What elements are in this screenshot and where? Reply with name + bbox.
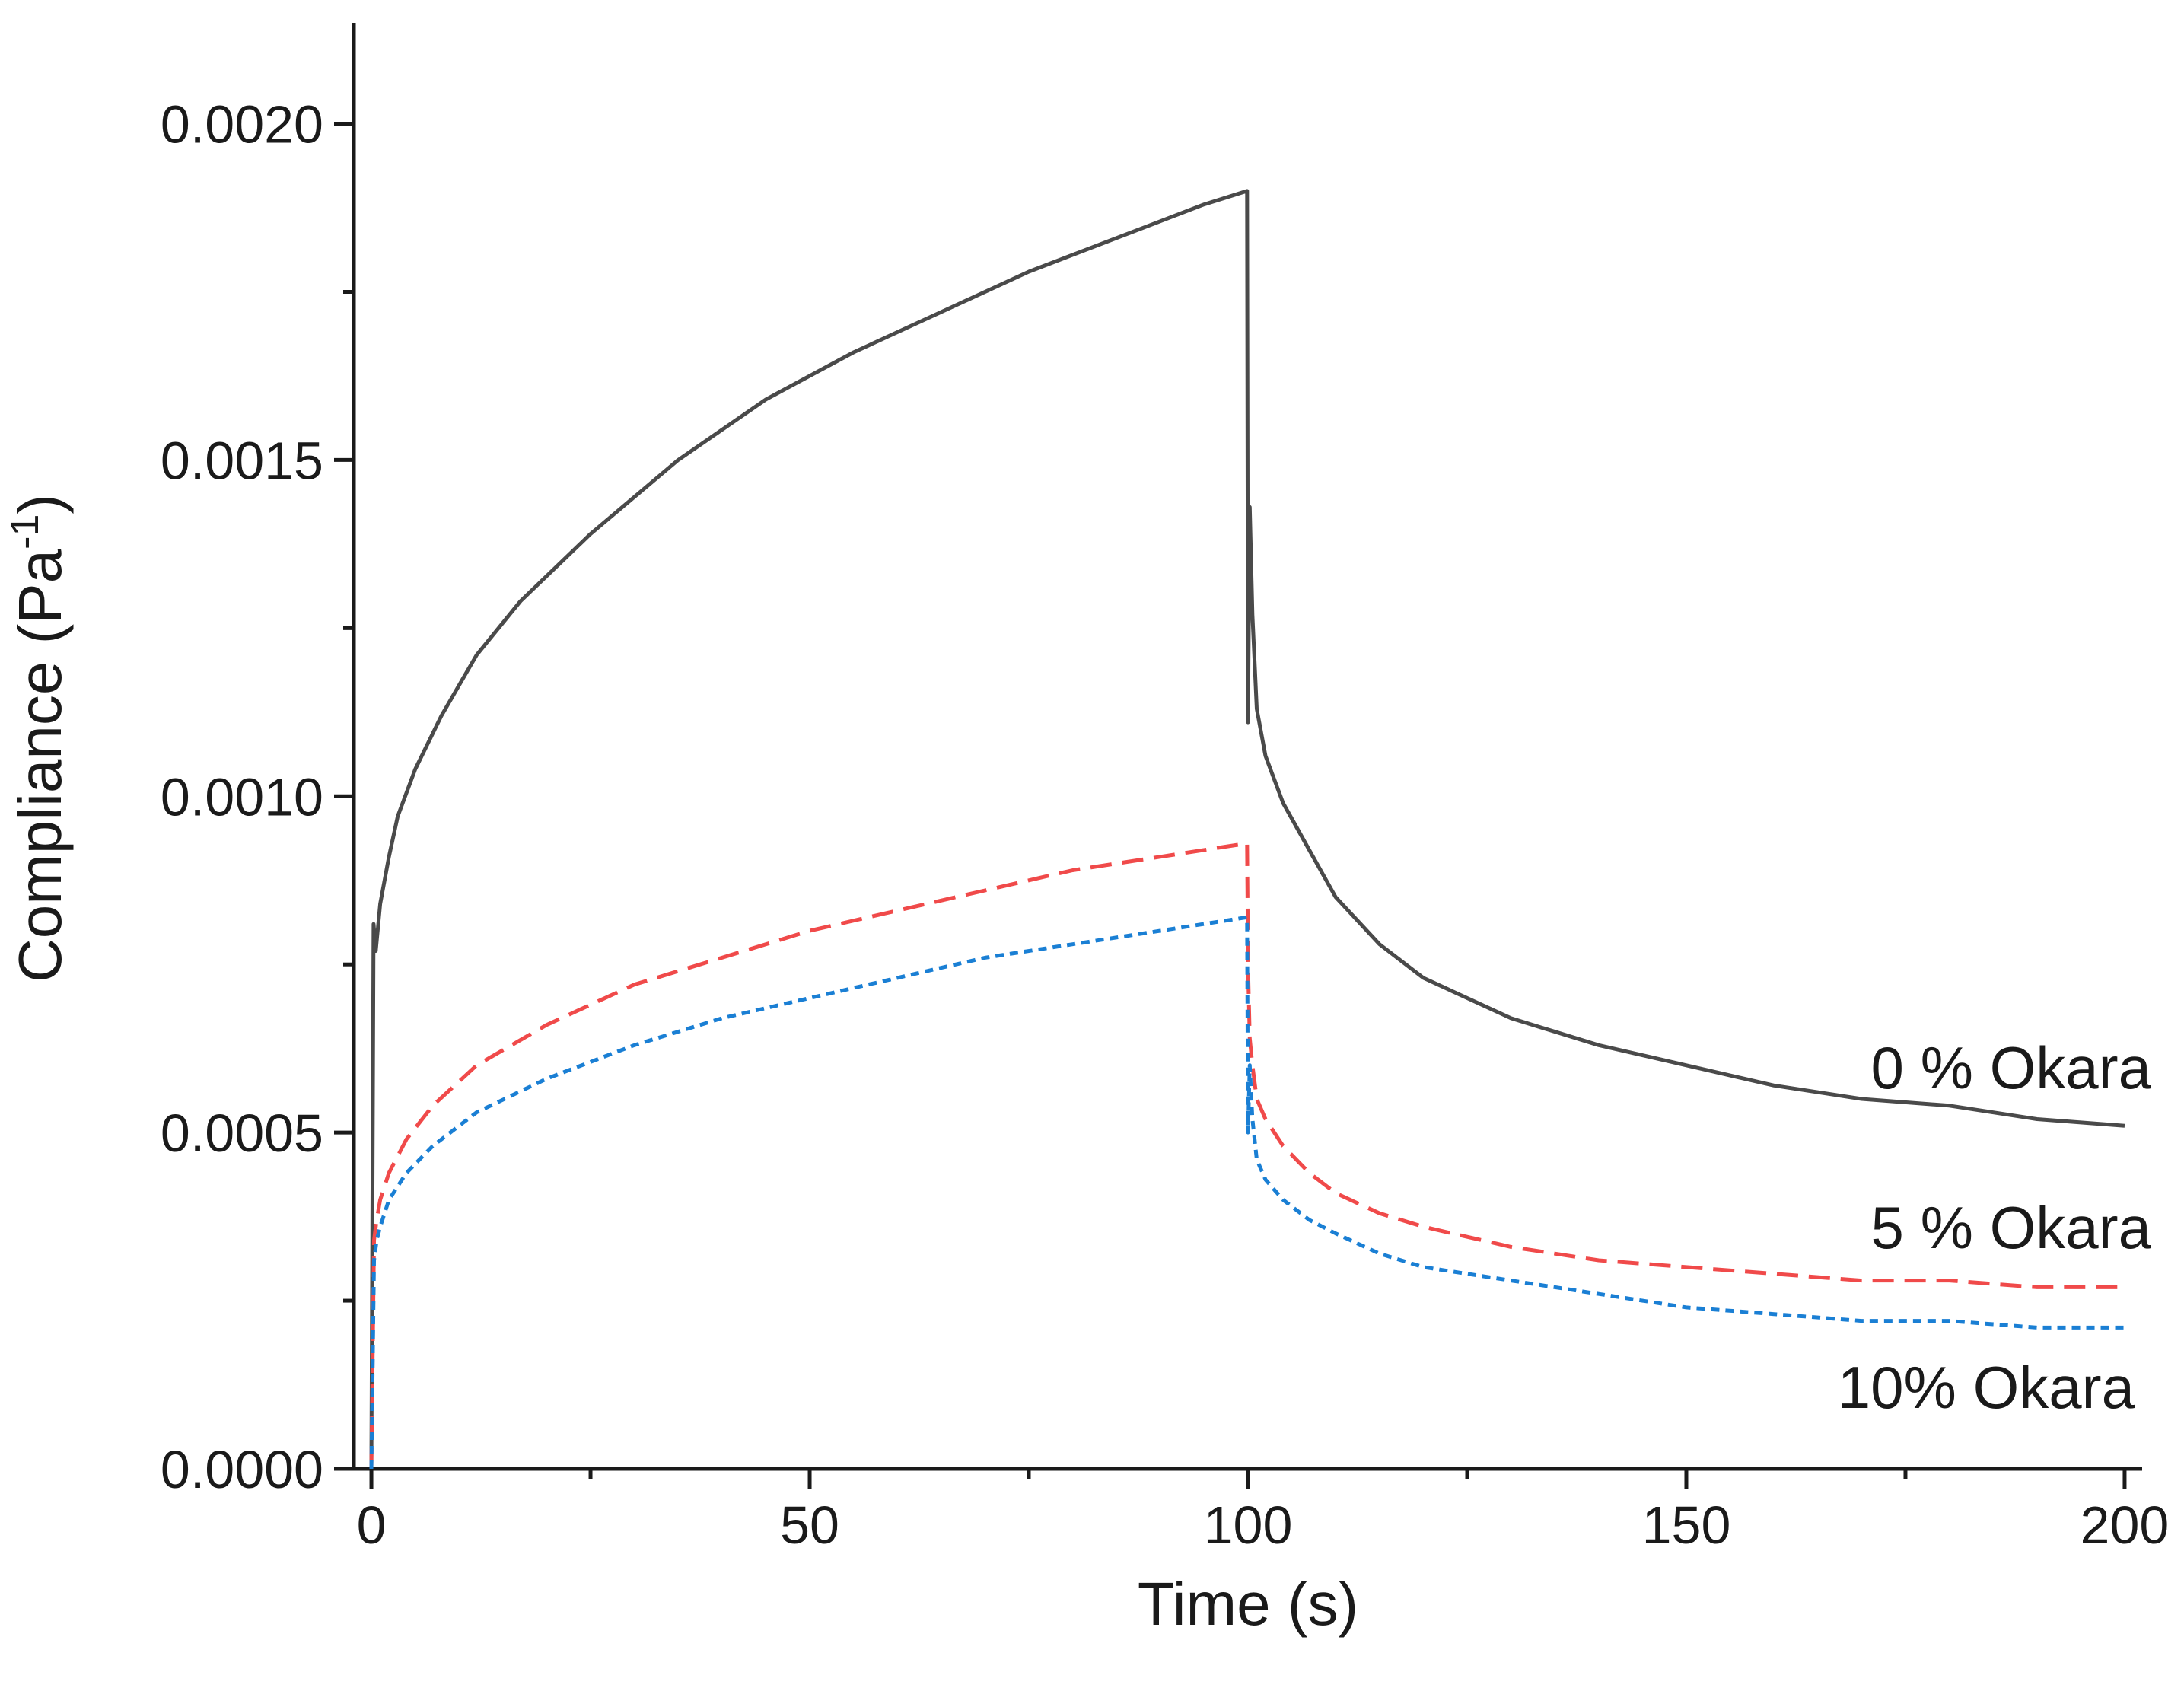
x-tick-label: 200	[2081, 1495, 2170, 1555]
series-layer	[369, 189, 2125, 1470]
ticks: 0 50 100 150 200 0.0000 0.0005 0.0010 0.0015 0.00…	[161, 95, 2169, 1555]
y-tick-label: 0.0015	[161, 431, 323, 490]
y-tick-label: 0.0005	[161, 1104, 323, 1163]
series-line-1	[369, 841, 2125, 1470]
y-axis-title-close: )	[6, 494, 74, 514]
y-tick-label: 0.0000	[161, 1440, 323, 1499]
y-axis-title-main: Compliance (Pa	[6, 549, 74, 983]
y-tick-label: 0.0020	[161, 95, 323, 154]
y-tick-label: 0.0010	[161, 767, 323, 826]
x-tick-label: 50	[780, 1495, 839, 1555]
y-axis-title-superscript: -1	[3, 514, 47, 549]
annotation-10-okara: 10% Okara	[1838, 1354, 2135, 1421]
series-line-0	[369, 189, 2125, 1470]
y-axis-title: Compliance (Pa-1)	[3, 494, 74, 983]
annotation-5-okara: 5 % Okara	[1871, 1194, 2152, 1261]
x-tick-label: 150	[1642, 1495, 1731, 1555]
annotation-0-okara: 0 % Okara	[1871, 1034, 2152, 1101]
series-line-2	[369, 915, 2125, 1470]
x-axis-title: Time (s)	[1138, 1570, 1358, 1638]
x-tick-label: 0	[357, 1495, 387, 1555]
x-tick-label: 100	[1204, 1495, 1293, 1555]
